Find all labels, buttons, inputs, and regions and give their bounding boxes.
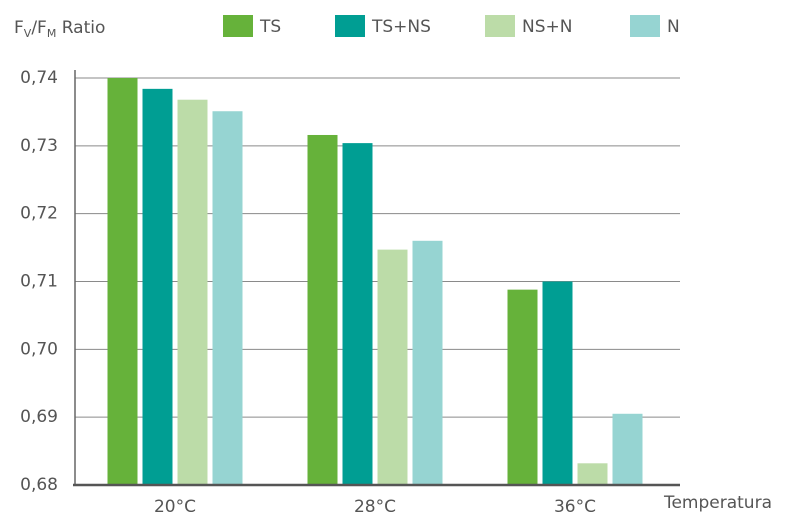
y-axis-label: FV/FM Ratio xyxy=(14,18,105,40)
legend-label: TS xyxy=(259,17,281,37)
bar xyxy=(307,134,338,486)
y-label-part: V xyxy=(24,27,32,40)
y-tick-label: 0,69 xyxy=(20,407,58,427)
bar xyxy=(212,111,243,485)
bar xyxy=(412,240,443,485)
y-tick-label: 0,74 xyxy=(20,68,58,88)
x-axis-label: Temperatura xyxy=(663,493,772,513)
bar xyxy=(377,249,408,485)
bar xyxy=(342,143,373,485)
bar xyxy=(507,289,538,485)
legend-swatch xyxy=(485,15,515,37)
x-tick-label: 20°C xyxy=(154,497,196,517)
legend-swatch xyxy=(630,15,660,37)
y-tick-label: 0,71 xyxy=(20,272,58,292)
y-label-part: M xyxy=(47,27,57,40)
legend-swatch xyxy=(335,15,365,37)
y-tick-label: 0,72 xyxy=(20,204,58,224)
y-tick-label: 0,73 xyxy=(20,136,58,156)
y-label-part: Ratio xyxy=(56,18,105,38)
bar xyxy=(142,88,173,485)
bar xyxy=(612,413,643,485)
x-tick-label: 36°C xyxy=(554,497,596,517)
legend-swatch xyxy=(223,15,253,37)
y-label-part: F xyxy=(14,18,24,38)
bar xyxy=(542,281,573,485)
bar xyxy=(577,463,608,485)
y-tick-label: 0,70 xyxy=(20,339,58,359)
x-tick-label: 28°C xyxy=(354,497,396,517)
legend-label: TS+NS xyxy=(371,17,431,37)
y-label-part: /F xyxy=(31,18,47,38)
bar xyxy=(177,99,208,485)
y-tick-label: 0,68 xyxy=(20,475,58,495)
legend-label: N xyxy=(667,17,680,37)
legend-label: NS+N xyxy=(522,17,572,37)
bar xyxy=(107,78,138,485)
